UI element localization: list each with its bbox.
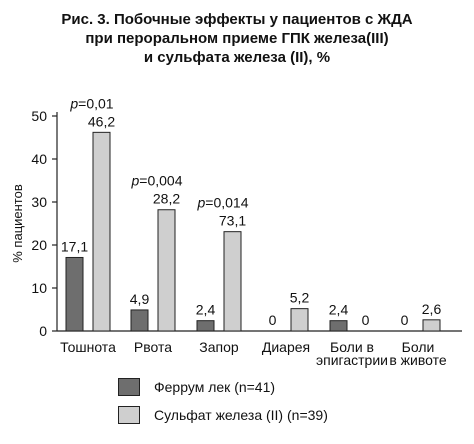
x-tick-label-5-0: Боли xyxy=(402,339,435,355)
data-label-sulfate-0: 46,2 xyxy=(88,113,115,129)
legend-item-ferrum: Феррум лек (n=41) xyxy=(118,376,328,398)
p-value-annotation-0: p=0,01 xyxy=(69,95,113,111)
p-value-annotation-2: p=0,014 xyxy=(196,195,248,211)
legend: Феррум лек (n=41) Сульфат железа (II) (n… xyxy=(118,376,328,432)
bar-ferrum-2 xyxy=(196,320,215,332)
y-tick-label-3: 30 xyxy=(31,194,47,210)
y-tick-label-5: 50 xyxy=(31,108,47,124)
chart-title-line-2: при пероральном приеме ГПК железа(III) xyxy=(85,30,389,47)
p-value-annotation-1: p=0,004 xyxy=(130,173,182,189)
bar-sulfate-1 xyxy=(157,209,176,332)
data-label-sulfate-2: 73,1 xyxy=(219,213,246,229)
bar-sulfate-5 xyxy=(422,319,441,332)
legend-n-ferrum: (n=41) xyxy=(234,379,276,395)
x-tick-label-2-0: Запор xyxy=(199,339,239,355)
x-tick-label-1-0: Рвота xyxy=(134,339,172,355)
chart-title: Рис. 3. Побочные эффекты у пациентов с Ж… xyxy=(0,10,474,67)
x-tick-label-3-0: Диарея xyxy=(262,339,310,355)
y-tick-label-0: 0 xyxy=(39,323,47,339)
legend-label-ferrum: Феррум лек (n=41) xyxy=(154,379,276,395)
data-label-sulfate-3: 5,2 xyxy=(290,290,310,306)
data-label-ferrum-3: 0 xyxy=(269,312,277,328)
y-tick-label-2: 20 xyxy=(31,237,47,253)
bar-sulfate-3 xyxy=(290,308,309,332)
y-axis-label: % пациентов xyxy=(10,184,25,263)
y-tick-label-4: 40 xyxy=(31,151,47,167)
x-tick-label-4-0: Боли в xyxy=(330,339,374,355)
legend-swatch-sulfate xyxy=(118,406,140,424)
x-tick-label-4-1: эпигастрии xyxy=(316,352,388,368)
data-label-ferrum-4: 2,4 xyxy=(329,302,349,318)
bar-ferrum-4 xyxy=(329,320,348,332)
data-label-ferrum-0: 17,1 xyxy=(61,238,88,254)
data-label-ferrum-2: 2,4 xyxy=(196,302,216,318)
chart-title-line-3: и сульфата железа (II), % xyxy=(143,49,331,66)
y-tick-label-1: 10 xyxy=(31,280,47,296)
legend-label-sulfate: Сульфат железа (II) (n=39) xyxy=(154,407,328,423)
data-label-ferrum-5: 0 xyxy=(401,312,409,328)
legend-swatch-ferrum xyxy=(118,378,140,396)
bar-sulfate-0 xyxy=(92,131,111,332)
data-label-sulfate-5: 2,6 xyxy=(422,301,442,317)
legend-n-sulfate: (n=39) xyxy=(287,407,328,423)
data-label-sulfate-1: 28,2 xyxy=(153,191,180,207)
data-label-ferrum-1: 4,9 xyxy=(130,291,150,307)
data-label-sulfate-4: 0 xyxy=(362,312,370,328)
bar-ferrum-0 xyxy=(65,256,84,332)
bar-ferrum-1 xyxy=(130,309,149,332)
legend-item-sulfate: Сульфат железа (II) (n=39) xyxy=(118,404,328,426)
chart-title-line-1: Рис. 3. Побочные эффекты у пациентов с Ж… xyxy=(61,11,413,28)
x-tick-label-5-1: в животе xyxy=(389,352,447,368)
bar-sulfate-2 xyxy=(223,231,242,332)
x-tick-label-0-0: Тошнота xyxy=(60,339,116,355)
